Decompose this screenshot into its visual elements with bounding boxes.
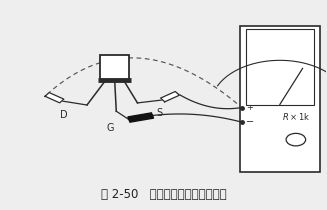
Bar (100, 55, 129, 80)
Polygon shape (45, 93, 64, 103)
Bar (240, 26, 320, 172)
Circle shape (286, 133, 306, 146)
Polygon shape (161, 92, 180, 102)
Text: D: D (60, 110, 67, 120)
Text: $R\times$1k: $R\times$1k (282, 111, 310, 122)
Text: −: − (246, 117, 254, 127)
Text: G: G (107, 123, 114, 133)
Text: 图 2-50   结型场效应管电极的判别: 图 2-50 结型场效应管电极的判别 (101, 188, 226, 201)
Text: S: S (156, 108, 163, 118)
Polygon shape (128, 113, 154, 122)
Bar (246, 29, 314, 105)
Text: +: + (246, 103, 253, 112)
